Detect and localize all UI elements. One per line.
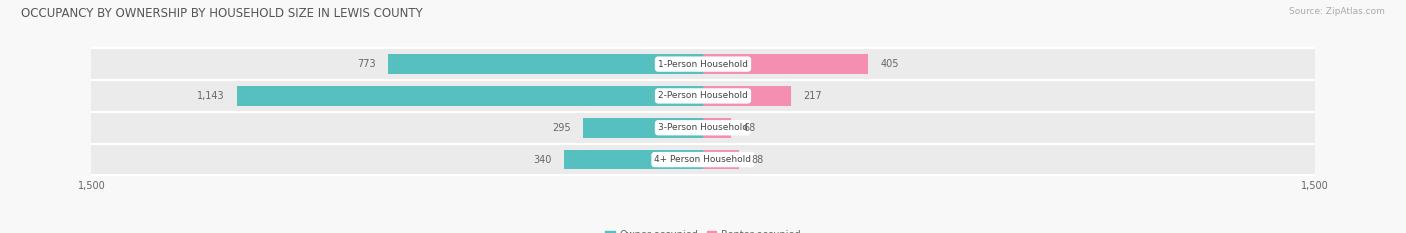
Text: 773: 773 bbox=[357, 59, 375, 69]
Bar bbox=[91, 80, 1315, 112]
Bar bbox=[388, 54, 703, 74]
Text: 217: 217 bbox=[804, 91, 823, 101]
Bar bbox=[703, 54, 868, 74]
Text: 88: 88 bbox=[751, 154, 763, 164]
Bar bbox=[91, 112, 1315, 144]
Text: 1-Person Household: 1-Person Household bbox=[658, 60, 748, 69]
Bar bbox=[703, 150, 740, 169]
Bar bbox=[564, 150, 703, 169]
Legend: Owner-occupied, Renter-occupied: Owner-occupied, Renter-occupied bbox=[602, 226, 804, 233]
Text: OCCUPANCY BY OWNERSHIP BY HOUSEHOLD SIZE IN LEWIS COUNTY: OCCUPANCY BY OWNERSHIP BY HOUSEHOLD SIZE… bbox=[21, 7, 423, 20]
Text: 68: 68 bbox=[742, 123, 755, 133]
Bar bbox=[238, 86, 703, 106]
Bar bbox=[582, 118, 703, 138]
Bar bbox=[703, 86, 792, 106]
Bar bbox=[91, 144, 1315, 175]
Text: 3-Person Household: 3-Person Household bbox=[658, 123, 748, 132]
Text: 340: 340 bbox=[534, 154, 553, 164]
Text: Source: ZipAtlas.com: Source: ZipAtlas.com bbox=[1289, 7, 1385, 16]
Text: 1,143: 1,143 bbox=[197, 91, 225, 101]
Bar bbox=[703, 118, 731, 138]
Text: 2-Person Household: 2-Person Household bbox=[658, 91, 748, 100]
Text: 295: 295 bbox=[553, 123, 571, 133]
Text: 4+ Person Household: 4+ Person Household bbox=[655, 155, 751, 164]
Text: 405: 405 bbox=[880, 59, 898, 69]
Bar bbox=[91, 48, 1315, 80]
